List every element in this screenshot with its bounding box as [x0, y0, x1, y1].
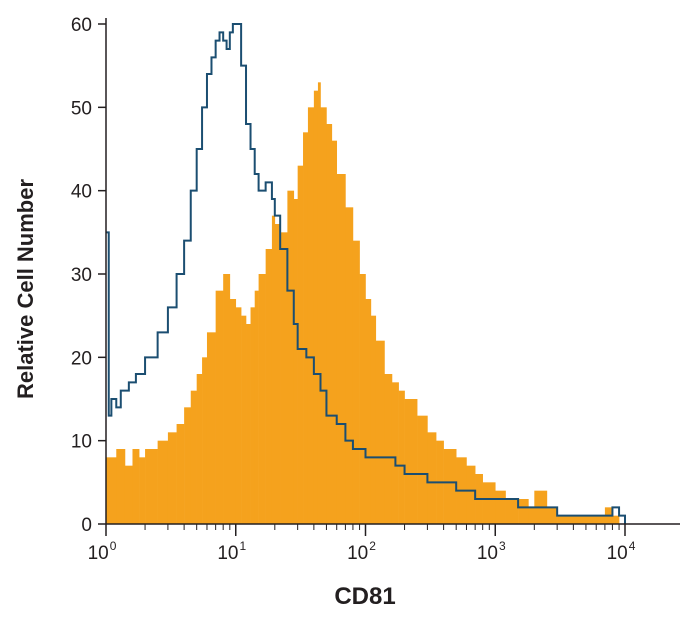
histogram-bin [326, 124, 333, 524]
histogram-bin [254, 290, 259, 524]
x-ticks: 100 101 102 103 104 [88, 524, 636, 564]
y-axis-title: Relative Cell Number [13, 179, 38, 400]
histogram-bin [336, 174, 346, 524]
histogram-bin [466, 465, 476, 524]
x-tick-label: 101 [217, 539, 246, 564]
histogram-bin [518, 499, 529, 524]
y-tick-label: 10 [71, 432, 92, 453]
series-filled [106, 82, 620, 525]
histogram-bin [443, 449, 457, 524]
histogram-bin [157, 440, 169, 524]
histogram-bin [184, 407, 192, 524]
histogram-bin [307, 107, 315, 524]
histogram-bin [482, 482, 496, 524]
y-tick-label: 0 [81, 515, 92, 536]
histogram-bin [495, 490, 506, 524]
histogram-bin [528, 507, 535, 524]
histogram-bin [427, 432, 437, 524]
histogram-bin [223, 274, 231, 524]
histogram-bin [365, 299, 372, 524]
histogram-bin [190, 390, 197, 524]
histogram-bin [331, 140, 338, 525]
x-tick-label: 103 [477, 539, 506, 564]
histogram-bin [417, 415, 428, 524]
histogram-bin [265, 249, 273, 524]
histogram-bin [167, 432, 177, 524]
plot-area [106, 23, 626, 525]
histogram-bin [317, 82, 321, 524]
histogram-bin [297, 165, 304, 525]
x-tick-label: 104 [607, 539, 636, 564]
histogram-bin [235, 307, 242, 524]
histogram-bin [573, 515, 587, 524]
x-tick-exponent: 1 [239, 539, 246, 553]
histogram-bin [145, 449, 158, 524]
histogram-outline [106, 23, 626, 524]
histogram-bin [585, 515, 597, 524]
histogram-bin [505, 499, 519, 524]
histogram-bin [596, 515, 606, 524]
histogram-bin [293, 199, 298, 524]
histogram-bin [398, 390, 405, 524]
y-tick-label: 60 [71, 15, 92, 36]
y-tick-label: 20 [71, 348, 92, 369]
histogram-bin [215, 290, 224, 524]
histogram-bin [202, 357, 208, 524]
histogram-bin [557, 515, 574, 524]
histogram-bin [313, 90, 319, 525]
x-axis-title: CD81 [334, 583, 395, 610]
x-tick-exponent: 2 [369, 539, 376, 553]
series-outline [106, 23, 626, 524]
histogram-bin [246, 324, 251, 524]
histogram-bin [250, 307, 256, 524]
histogram-bin [206, 332, 216, 524]
histogram-bin [258, 274, 266, 524]
axes [105, 18, 680, 525]
histogram-bin [391, 382, 399, 524]
histogram-bin [352, 240, 360, 525]
histogram-bin [116, 449, 126, 524]
histogram-bin [375, 340, 385, 524]
histogram-bin [132, 449, 140, 524]
histogram-bin [287, 190, 295, 525]
histogram-bin [384, 374, 393, 524]
y-ticks: 0 10 20 30 40 50 60 [71, 15, 106, 536]
histogram-bin [280, 232, 288, 524]
histogram-bin [359, 274, 366, 524]
histogram-bin [139, 457, 146, 524]
x-tick-label: 102 [347, 539, 376, 564]
histogram-bin [196, 374, 203, 524]
histogram-bin [370, 315, 377, 524]
y-tick-label: 30 [71, 265, 92, 286]
histogram-bin [176, 424, 185, 524]
histogram-bin [274, 224, 281, 524]
histogram-bin [404, 399, 418, 524]
x-tick-exponent: 4 [629, 539, 636, 553]
histogram-bin [271, 215, 276, 525]
histogram-bin [546, 507, 558, 524]
histogram-bin [241, 315, 247, 524]
histogram-bin [303, 132, 309, 524]
x-tick-label: 100 [88, 539, 117, 564]
histogram-bin [229, 299, 237, 524]
histogram-bin [124, 465, 133, 524]
x-tick-exponent: 0 [110, 539, 117, 553]
histogram-bin [345, 207, 354, 524]
y-tick-label: 40 [71, 182, 92, 203]
y-tick-label: 50 [71, 98, 92, 119]
histogram-bin [612, 515, 620, 524]
x-tick-exponent: 3 [499, 539, 506, 553]
histogram-bin [106, 457, 117, 524]
histogram-bin [320, 107, 327, 524]
